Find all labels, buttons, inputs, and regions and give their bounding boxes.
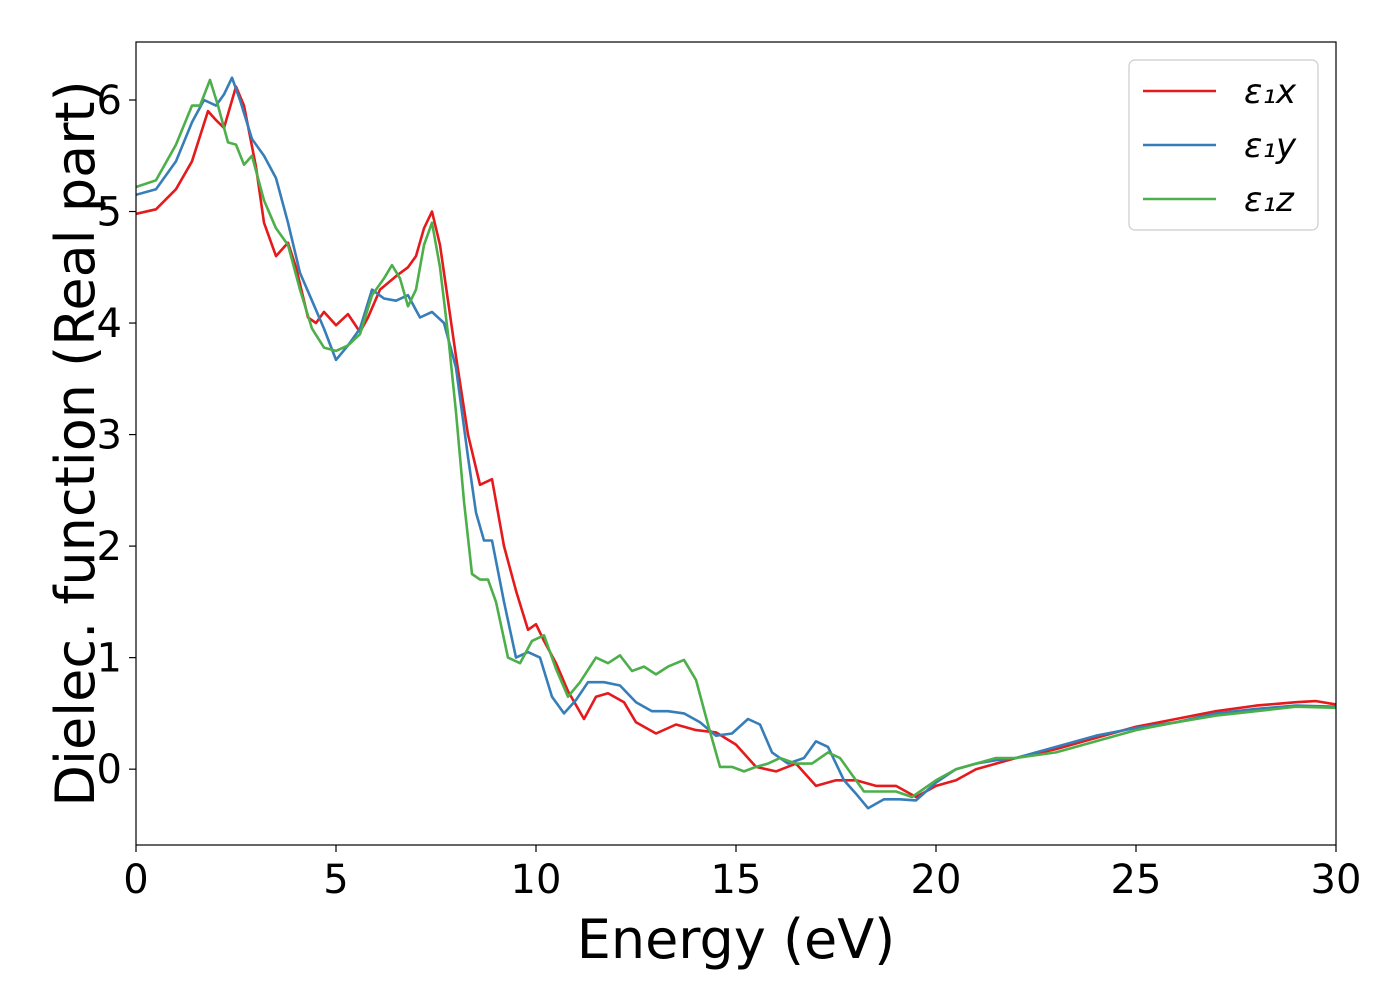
x-tick-label: 0 [123, 857, 148, 903]
x-tick-label: 20 [911, 857, 962, 903]
legend-box [1128, 59, 1319, 231]
y-axis-label: Dielec. function (Real part) [44, 80, 107, 806]
y-tick-label: 3 [97, 413, 122, 459]
legend-label-1: ε₁x [1244, 72, 1297, 112]
legend: ε₁x ε₁y ε₁z [1128, 59, 1319, 231]
plot-lines [136, 76, 1336, 810]
x-tick-label: 5 [323, 857, 348, 903]
y-tick-label: 1 [97, 636, 122, 682]
series-line-2 [136, 76, 1336, 810]
y-tick-label: 6 [97, 78, 122, 124]
y-tick-label: 5 [97, 190, 122, 236]
legend-label-3: ε₁z [1244, 180, 1295, 220]
y-tick-label: 4 [97, 301, 122, 347]
x-tick-label: 15 [711, 857, 762, 903]
x-tick-label: 10 [511, 857, 562, 903]
y-axis: 0 1 2 3 4 5 6 [97, 78, 136, 793]
series-line-3 [136, 78, 1336, 799]
legend-label-2: ε₁y [1244, 126, 1297, 166]
x-axis: 0 5 10 15 20 25 30 [123, 845, 1361, 903]
x-tick-label: 30 [1311, 857, 1362, 903]
x-axis-label: Energy (eV) [577, 908, 896, 971]
y-tick-label: 2 [97, 524, 122, 570]
y-tick-label: 0 [97, 747, 122, 793]
x-tick-label: 25 [1111, 857, 1162, 903]
